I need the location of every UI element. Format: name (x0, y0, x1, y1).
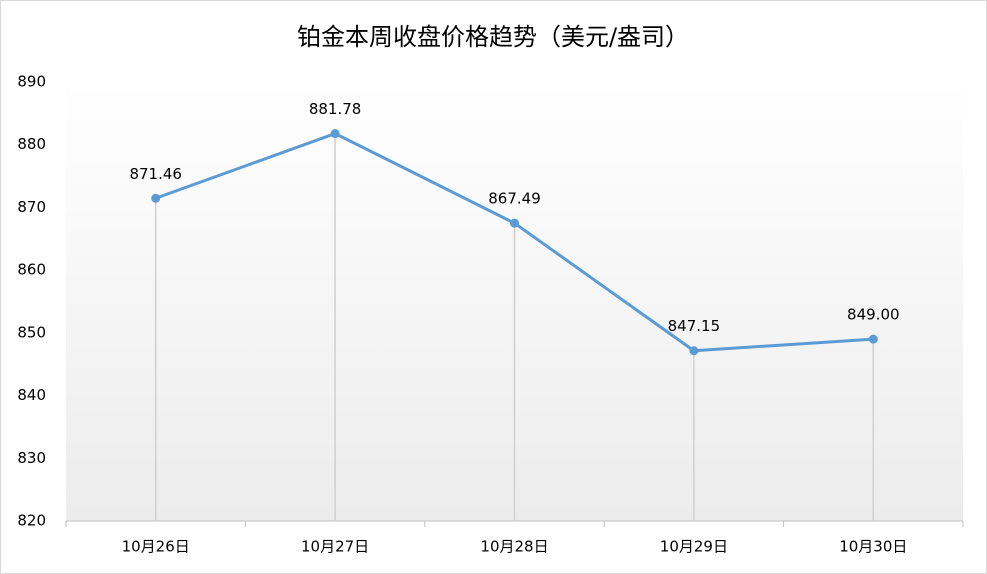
data-point (510, 218, 519, 228)
y-tick-label: 870 (17, 198, 46, 216)
data-point (151, 193, 161, 203)
data-point (868, 334, 878, 344)
y-tick-label: 890 (17, 73, 46, 91)
x-tick-label: 10月30日 (839, 538, 907, 556)
data-label: 871.46 (129, 165, 182, 183)
x-tick-label: 10月28日 (480, 538, 548, 556)
data-label: 849.00 (847, 306, 900, 324)
chart-title: 铂金本周收盘价格趋势（美元/盎司） (297, 23, 689, 51)
y-tick-label: 850 (17, 323, 46, 341)
data-point (689, 346, 699, 356)
y-tick-label: 840 (17, 386, 46, 404)
y-tick-label: 880 (17, 135, 46, 153)
data-label: 881.78 (309, 100, 362, 118)
y-tick-label: 820 (17, 512, 46, 530)
x-tick-label: 10月29日 (660, 538, 728, 556)
y-tick-label: 830 (17, 449, 46, 467)
y-tick-label: 860 (17, 261, 46, 279)
x-tick-label: 10月26日 (122, 538, 190, 556)
x-tick-label: 10月27日 (301, 538, 369, 556)
data-point (330, 129, 340, 139)
data-label: 867.49 (488, 190, 541, 208)
data-label: 847.15 (668, 317, 721, 335)
